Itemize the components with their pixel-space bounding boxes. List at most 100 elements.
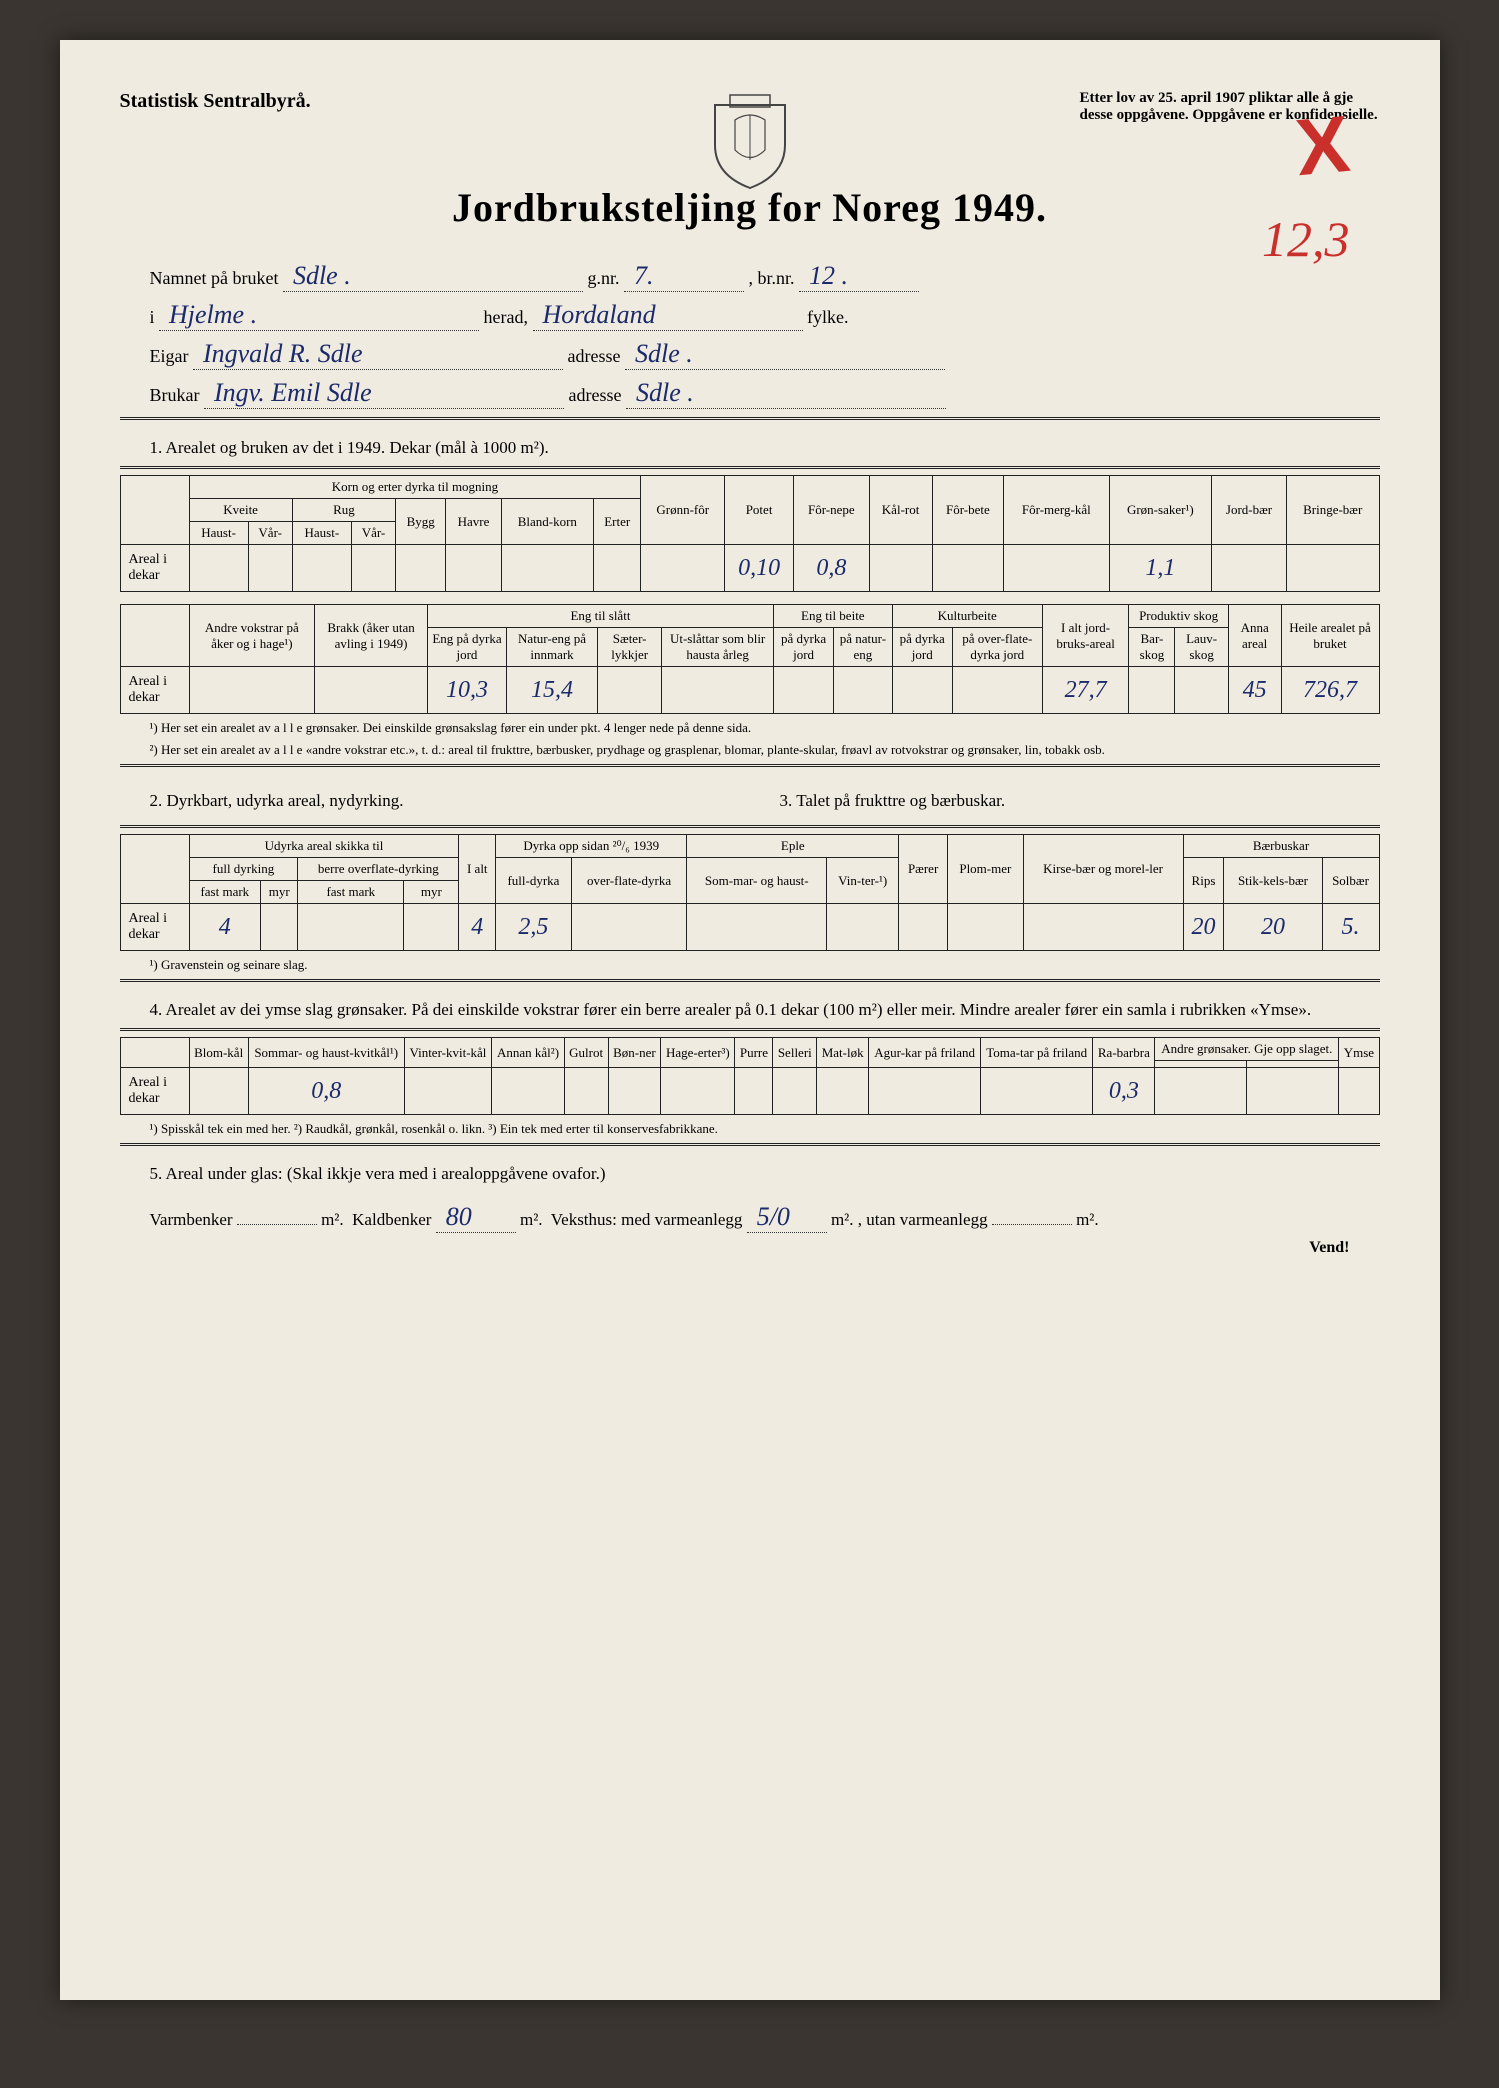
footnote-4: ¹) Spisskål tek ein med her. ²) Raudkål,…	[150, 1121, 1380, 1137]
col-eple: Eple	[687, 835, 899, 858]
val4-rabarb: 0,3	[1093, 1068, 1155, 1115]
i-value: Hjelme .	[159, 300, 479, 331]
section-1-head: 1. Arealet og bruken av det i 1949. Deka…	[150, 438, 1380, 458]
section-4-head: 4. Arealet av dei ymse slag grønsaker. P…	[150, 1000, 1380, 1020]
veksthus-label: Veksthus: med varmeanlegg	[551, 1210, 743, 1229]
line-eigar: Eigar Ingvald R. Sdle adresse Sdle .	[120, 339, 1380, 370]
adresse-label-2: adresse	[568, 385, 621, 405]
col-stikkels: Stik-kels-bær	[1224, 858, 1322, 904]
col4-ymse: Ymse	[1339, 1038, 1379, 1068]
val-stikkels: 20	[1224, 904, 1322, 951]
section-5-head: 5. Areal under glas: (Skal ikkje vera me…	[150, 1164, 1380, 1184]
col-berre: berre overflate-dyrking	[298, 858, 459, 881]
val-fornepe: 0,8	[794, 545, 869, 592]
utan-label: , utan varmeanlegg	[858, 1210, 988, 1229]
col-kveite: Kveite	[189, 499, 292, 522]
col4-tomat: Toma-tar på friland	[981, 1038, 1093, 1068]
col-potet: Potet	[725, 476, 794, 545]
line-herad: i Hjelme . herad, Hordaland fylke.	[120, 300, 1380, 331]
table-1b: Andre vokstrar på åker og i hage¹) Brakk…	[120, 604, 1380, 714]
col-bar: Bar-skog	[1129, 628, 1175, 667]
brukar-value: Ingv. Emil Sdle	[204, 378, 564, 409]
row-1b-label: Areal i dekar	[120, 667, 189, 714]
document-title: Jordbruksteljing for Noreg 1949.	[120, 184, 1380, 231]
col-kalrot: Kål-rot	[869, 476, 932, 545]
col-fast2: fast mark	[298, 881, 404, 904]
brnr-label: , br.nr.	[748, 268, 794, 288]
col-prod: Produktiv skog	[1129, 605, 1228, 628]
col-fornepe: Fôr-nepe	[794, 476, 869, 545]
col4-rabarb: Ra-barbra	[1093, 1038, 1155, 1068]
col4-hage: Hage-erter³)	[661, 1038, 735, 1068]
table-4: Blom-kål Sommar- og haust-kvitkål¹) Vint…	[120, 1037, 1380, 1115]
red-number: 12,3	[1262, 210, 1350, 268]
m2-3: m².	[831, 1210, 854, 1229]
col-engdyrka: Eng på dyrka jord	[427, 628, 506, 667]
row-1a-label: Areal i dekar	[120, 545, 189, 592]
vend-label: Vend!	[120, 1239, 1350, 1257]
col-panatur: på natur-eng	[834, 628, 892, 667]
col-solbar: Solbær	[1322, 858, 1379, 904]
col-full: full dyrking	[189, 858, 298, 881]
col4-andre: Andre grønsaker. Gje opp slaget.	[1155, 1038, 1339, 1061]
col4-annan: Annan kål²)	[492, 1038, 564, 1068]
col4-agurk: Agur-kar på friland	[869, 1038, 981, 1068]
col-myr1: myr	[261, 881, 298, 904]
col4-bonner: Bøn-ner	[608, 1038, 661, 1068]
col-heile: Heile arealet på bruket	[1281, 605, 1379, 667]
fylke-value: Hordaland	[533, 300, 803, 331]
col-haust1: Haust-	[189, 522, 248, 545]
col-overfl: over-flate-dyrka	[571, 858, 687, 904]
red-x-mark: X	[1292, 98, 1353, 194]
col-kirse: Kirse-bær og morel-ler	[1023, 835, 1183, 904]
varmbenker-label: Varmbenker	[150, 1210, 233, 1229]
col-gronn: Grønn-fôr	[641, 476, 725, 545]
col4-purre: Purre	[735, 1038, 773, 1068]
col-myr2: myr	[404, 881, 459, 904]
footnote-1: ¹) Her set ein arealet av a l l e grønsa…	[150, 720, 1380, 736]
section-2-head: 2. Dyrkbart, udyrka areal, nydyrking.	[150, 791, 750, 811]
col-engslatt: Eng til slått	[427, 605, 773, 628]
gnr-value: 7.	[624, 261, 744, 292]
i-label: i	[150, 307, 155, 327]
col-paover: på over-flate-dyrka jord	[952, 628, 1042, 667]
gnr-label: g.nr.	[587, 268, 619, 288]
col-engbeite: Eng til beite	[773, 605, 892, 628]
col-plommer: Plom-mer	[948, 835, 1024, 904]
brnr-value: 12 .	[799, 261, 919, 292]
col-padyrka: på dyrka jord	[773, 628, 833, 667]
val-natureng: 15,4	[506, 667, 597, 714]
val-rips: 20	[1183, 904, 1224, 951]
brukar-adresse: Sdle .	[626, 378, 946, 409]
col-kultur: Kulturbeite	[892, 605, 1042, 628]
eigar-adresse: Sdle .	[625, 339, 945, 370]
val-solbar: 5.	[1322, 904, 1379, 951]
eigar-label: Eigar	[150, 346, 189, 366]
col-bygg: Bygg	[396, 499, 446, 545]
val-engdyrka: 10,3	[427, 667, 506, 714]
col4-selleri: Selleri	[773, 1038, 817, 1068]
col-formerg: Fôr-merg-kål	[1004, 476, 1109, 545]
col-korn: Korn og erter dyrka til mogning	[189, 476, 641, 499]
col-rips: Rips	[1183, 858, 1224, 904]
col-lauv: Lauv-skog	[1175, 628, 1228, 667]
col-baerbuskar: Bærbuskar	[1183, 835, 1379, 858]
namnet-value: Sdle .	[283, 261, 583, 292]
table-1a: Korn og erter dyrka til mogning Grønn-fô…	[120, 475, 1380, 592]
col4-blomkal: Blom-kål	[189, 1038, 248, 1068]
adresse-label-1: adresse	[567, 346, 620, 366]
col-dyrka39: Dyrka opp sidan ²⁰/₆ 1939	[496, 835, 687, 858]
col4-matlok: Mat-løk	[817, 1038, 869, 1068]
row-23-label: Areal i dekar	[120, 904, 189, 951]
col-saeter: Sæter-lykkjer	[598, 628, 662, 667]
row-4-label: Areal i dekar	[120, 1068, 189, 1115]
m2-4: m².	[1076, 1210, 1099, 1229]
kald-value: 80	[436, 1202, 516, 1233]
eigar-value: Ingvald R. Sdle	[193, 339, 563, 370]
col-var2: Vår-	[351, 522, 395, 545]
val-fast: 4	[189, 904, 261, 951]
val-fulld: 2,5	[496, 904, 572, 951]
val4-sommar: 0,8	[248, 1068, 404, 1115]
document-page: X 12,3 Statistisk Sentralbyrå. Etter lov…	[60, 40, 1440, 2000]
col-erter: Erter	[594, 499, 641, 545]
